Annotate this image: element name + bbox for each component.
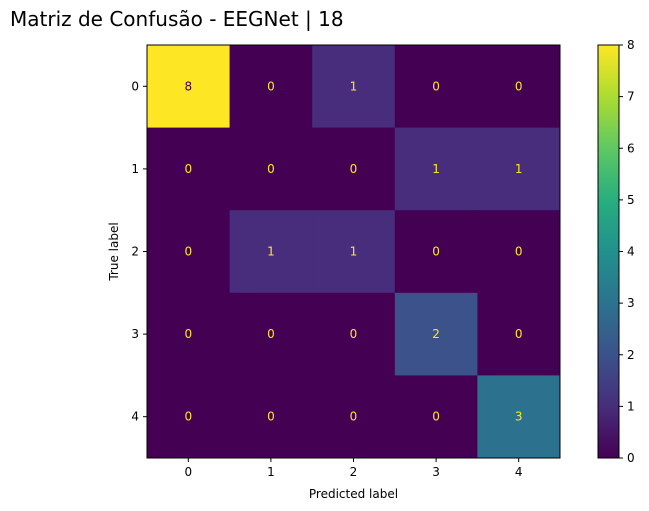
cell-value-label: 0 [267, 327, 275, 341]
colorbar-tick-label: 0 [627, 451, 635, 465]
heatmap-cell [312, 210, 396, 294]
cell-value-label: 0 [515, 327, 523, 341]
y-tick-label: 4 [131, 410, 139, 424]
colorbar-tick-label: 5 [627, 193, 635, 207]
heatmap-cell [147, 375, 231, 459]
heatmap-cell [229, 45, 313, 129]
heatmap-cell [394, 375, 478, 459]
y-tick-label: 3 [131, 327, 139, 341]
heatmap-cell [147, 292, 231, 376]
heatmap-cell [477, 292, 561, 376]
cell-value-label: 0 [267, 162, 275, 176]
colorbar-tick-label: 2 [627, 348, 635, 362]
cell-value-label: 0 [432, 245, 440, 259]
cell-value-label: 0 [267, 79, 275, 93]
cell-value-label: 0 [432, 410, 440, 424]
cell-value-label: 0 [515, 245, 523, 259]
x-tick-label: 1 [267, 465, 275, 479]
cell-value-label: 1 [267, 245, 275, 259]
heatmap-cell [312, 292, 396, 376]
colorbar-tick-label: 8 [627, 38, 635, 52]
heatmap-cell [394, 45, 478, 129]
heatmap-cell [312, 127, 396, 211]
cell-value-label: 0 [350, 410, 358, 424]
y-axis-label: True label [107, 222, 121, 281]
cell-value-label: 0 [184, 245, 192, 259]
x-axis-ticks: 0 1 2 3 4 [184, 458, 523, 479]
heatmap-cell [229, 292, 313, 376]
cell-value-label: 0 [515, 79, 523, 93]
heatmap-cell [229, 210, 313, 294]
heatmap-cell [147, 127, 231, 211]
y-axis-ticks: 0 1 2 3 4 [131, 79, 147, 424]
heatmap-cell [394, 292, 478, 376]
cell-value-label: 0 [432, 79, 440, 93]
cell-value-label: 2 [432, 327, 440, 341]
colorbar-tick-label: 4 [627, 245, 635, 259]
heatmap-cell [312, 375, 396, 459]
heatmap-cell [147, 210, 231, 294]
heatmap-cell [394, 210, 478, 294]
colorbar-tick-label: 1 [627, 399, 635, 413]
colorbar-ticks: 0 1 2 3 4 5 6 7 8 [619, 38, 635, 465]
x-tick-label: 4 [515, 465, 523, 479]
y-tick-label: 0 [131, 79, 139, 93]
y-tick-label: 1 [131, 162, 139, 176]
cell-value-label: 0 [267, 410, 275, 424]
cell-value-label: 1 [432, 162, 440, 176]
cell-value-label: 1 [515, 162, 523, 176]
cell-value-label: 0 [184, 410, 192, 424]
cell-value-label: 0 [184, 162, 192, 176]
colorbar-tick-label: 7 [627, 90, 635, 104]
colorbar [597, 44, 620, 459]
heatmap-cell [477, 210, 561, 294]
colorbar-tick-label: 3 [627, 296, 635, 310]
heatmap-cell [229, 375, 313, 459]
heatmap-cell [477, 375, 561, 459]
heatmap-cell [477, 45, 561, 129]
heatmap-cell [312, 45, 396, 129]
cell-value-label: 0 [350, 327, 358, 341]
chart-title: Matriz de Confusão - EEGNet | 18 [10, 7, 344, 31]
cell-value-label: 8 [184, 79, 192, 93]
cell-value-label: 1 [350, 79, 358, 93]
x-axis-label: Predicted label [309, 487, 398, 501]
cell-value-label: 3 [515, 410, 523, 424]
x-tick-label: 2 [350, 465, 358, 479]
cell-value-label: 1 [350, 245, 358, 259]
heatmap-cell [394, 127, 478, 211]
x-tick-label: 3 [432, 465, 440, 479]
heatmap-cells: 8 0 1 0 0 0 0 0 1 1 0 1 1 0 0 0 0 0 2 0 0 0 0 0 3 [147, 45, 561, 459]
heatmap-cell [147, 45, 231, 129]
y-tick-label: 2 [131, 245, 139, 259]
heatmap-cell [477, 127, 561, 211]
heatmap-cell [229, 127, 313, 211]
x-tick-label: 0 [184, 465, 192, 479]
cell-value-label: 0 [184, 327, 192, 341]
cell-value-label: 0 [350, 162, 358, 176]
colorbar-tick-label: 6 [627, 141, 635, 155]
